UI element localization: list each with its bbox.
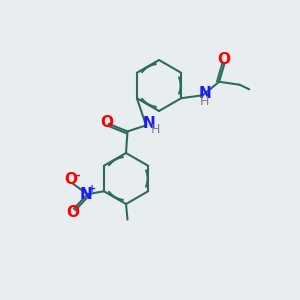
Text: N: N [198,86,211,101]
Text: N: N [142,116,155,131]
Text: O: O [64,172,77,187]
Text: H: H [151,122,160,136]
Text: O: O [66,206,79,220]
Text: -: - [75,170,80,180]
Text: +: + [88,184,97,194]
Text: H: H [200,95,209,108]
Text: O: O [100,115,113,130]
Text: N: N [80,187,92,202]
Text: O: O [217,52,230,67]
